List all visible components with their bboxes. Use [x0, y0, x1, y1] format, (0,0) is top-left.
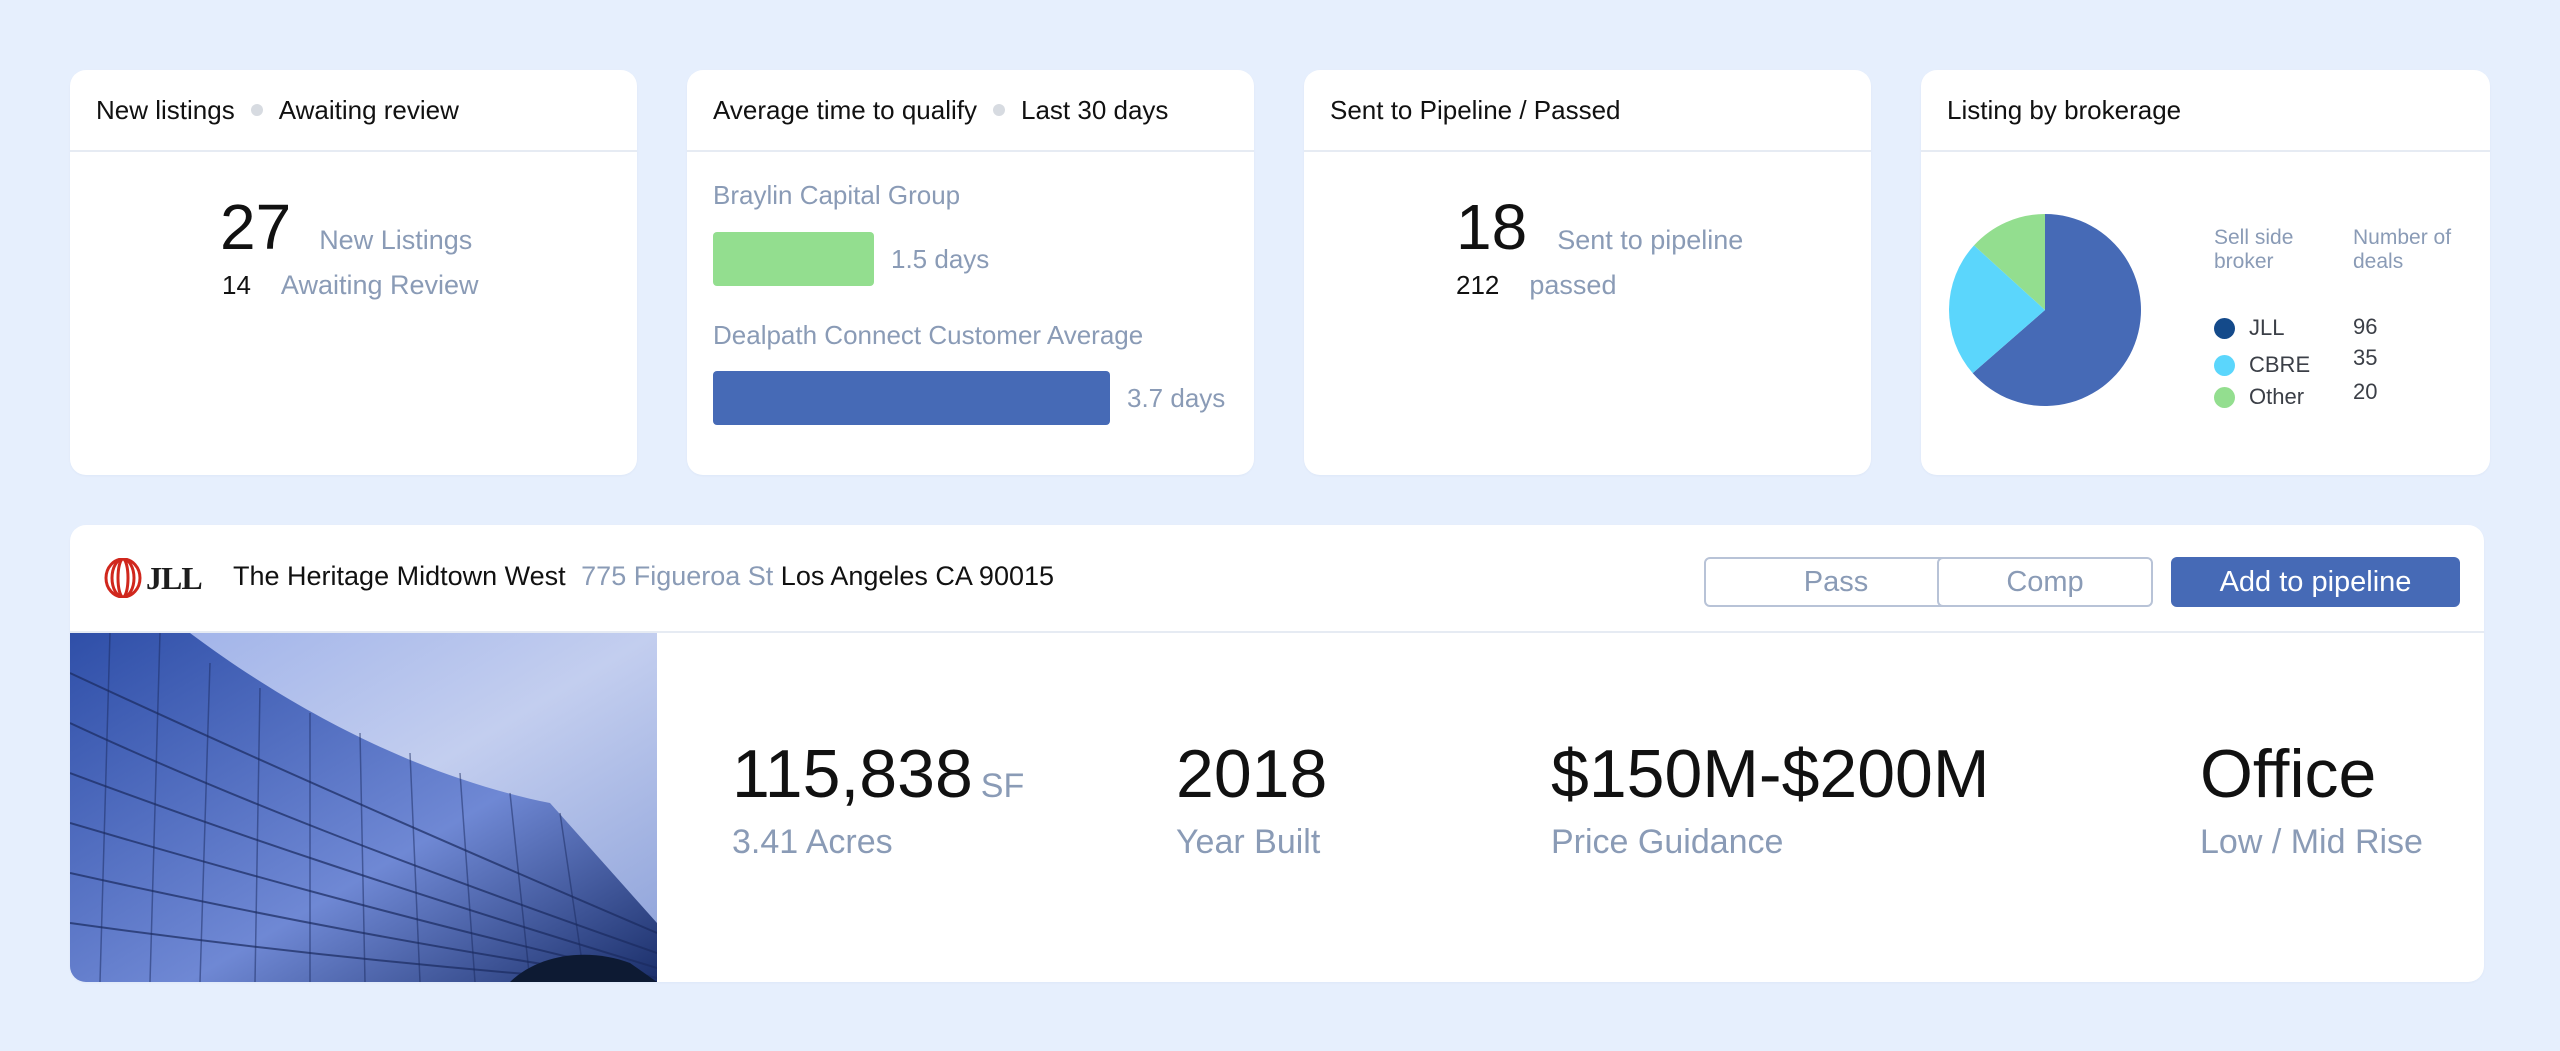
legend-label: JLL: [2249, 315, 2285, 340]
card-title: Listing by brokerage: [1947, 94, 2182, 125]
area-sub-label: 3.41 Acres: [732, 823, 893, 861]
type-value: Office: [2200, 736, 2377, 812]
legend-dot: [2214, 386, 2235, 408]
pipeline-card: Sent to Pipeline / Passed 18 Sent to pip…: [1304, 70, 1871, 475]
avg-time-card: Average time to qualify Last 30 days Bra…: [687, 70, 1254, 475]
building-photo: [70, 633, 657, 982]
listing-title: The Heritage Midtown West 775 Figueroa S…: [233, 561, 1054, 592]
jll-logo-text: JLL: [146, 559, 203, 596]
bar-label-customer-average: Dealpath Connect Customer Average: [713, 320, 1144, 350]
legend-count-cbre: 35: [2353, 345, 2378, 370]
pie-slice-cbre: [1949, 245, 2045, 374]
separator-dot: [250, 104, 263, 116]
add-to-pipeline-button[interactable]: Add to pipeline: [2171, 557, 2460, 607]
property-street: 775 Figueroa St: [581, 561, 774, 591]
comp-button[interactable]: Comp: [1937, 557, 2153, 607]
sent-to-pipeline-label: Sent to pipeline: [1557, 225, 1744, 255]
bar-value-braylin: 1.5 days: [891, 244, 990, 274]
year-sub-label: Year Built: [1176, 823, 1321, 861]
area-value: 115,838: [732, 736, 973, 812]
legend-label: CBRE: [2249, 352, 2311, 377]
legend-count-other: 20: [2353, 379, 2378, 404]
brokerage-header: Listing by brokerage: [1921, 70, 2490, 152]
bar-value-customer-average: 3.7 days: [1127, 383, 1226, 413]
card-subtitle: Awaiting review: [278, 94, 459, 125]
pass-button[interactable]: Pass: [1704, 557, 1968, 607]
bar-braylin: [713, 232, 874, 286]
jll-logo: JLL: [104, 558, 203, 598]
new-listings-label: New Listings: [319, 225, 473, 255]
price-sub-label: Price Guidance: [1551, 823, 1784, 861]
awaiting-review-count: 14: [222, 270, 251, 300]
card-title: New listings: [96, 94, 235, 125]
legend-label: Other: [2249, 384, 2305, 409]
property-city: Los Angeles CA 90015: [780, 561, 1055, 591]
legend-item-cbre: CBRE: [2214, 352, 2310, 378]
awaiting-review-label: Awaiting Review: [280, 270, 479, 300]
brokerage-card: Listing by brokerage Sell side broker Nu…: [1921, 70, 2490, 475]
area-metric: 115,838 SF: [732, 735, 1024, 813]
brokerage-pie-chart: [1949, 214, 2141, 406]
jll-logo-mark-icon: [104, 558, 142, 598]
property-name: The Heritage Midtown West: [233, 561, 566, 591]
price-value: $150M-$200M: [1551, 736, 1990, 812]
type-sub-label: Low / Mid Rise: [2200, 823, 2423, 861]
pie-slice-other: [1974, 214, 2045, 310]
legend-header-deals: Number of deals: [2353, 226, 2452, 273]
new-listings-count: 27: [220, 191, 292, 263]
new-listings-card: New listings Awaiting review 27 New List…: [70, 70, 637, 475]
avg-time-header: Average time to qualify Last 30 days: [687, 70, 1254, 152]
legend-dot: [2214, 354, 2235, 376]
new-listings-header: New listings Awaiting review: [70, 70, 637, 152]
area-unit: SF: [980, 767, 1025, 805]
legend-item-other: Other: [2214, 384, 2304, 410]
legend-dot: [2214, 317, 2235, 339]
pipeline-header: Sent to Pipeline / Passed: [1304, 70, 1871, 152]
passed-label: passed: [1529, 270, 1617, 300]
bar-customer-average: [713, 371, 1110, 425]
property-image: [70, 633, 657, 982]
passed-count: 212: [1456, 270, 1500, 300]
listing-card: JLL The Heritage Midtown West 775 Figuer…: [70, 525, 2484, 982]
separator-dot: [993, 104, 1005, 116]
legend-count-jll: 96: [2353, 314, 2378, 339]
card-title: Sent to Pipeline / Passed: [1330, 94, 1621, 125]
sent-to-pipeline-count: 18: [1456, 191, 1528, 263]
pie-slice-jll: [1972, 214, 2141, 406]
listing-header: JLL The Heritage Midtown West 775 Figuer…: [70, 525, 2484, 633]
card-subtitle: Last 30 days: [1021, 94, 1169, 125]
legend-header-broker: Sell side broker: [2214, 226, 2294, 273]
card-title: Average time to qualify: [713, 94, 977, 125]
legend-item-jll: JLL: [2214, 315, 2284, 341]
year-value: 2018: [1176, 736, 1328, 812]
bar-label-braylin: Braylin Capital Group: [713, 180, 961, 210]
